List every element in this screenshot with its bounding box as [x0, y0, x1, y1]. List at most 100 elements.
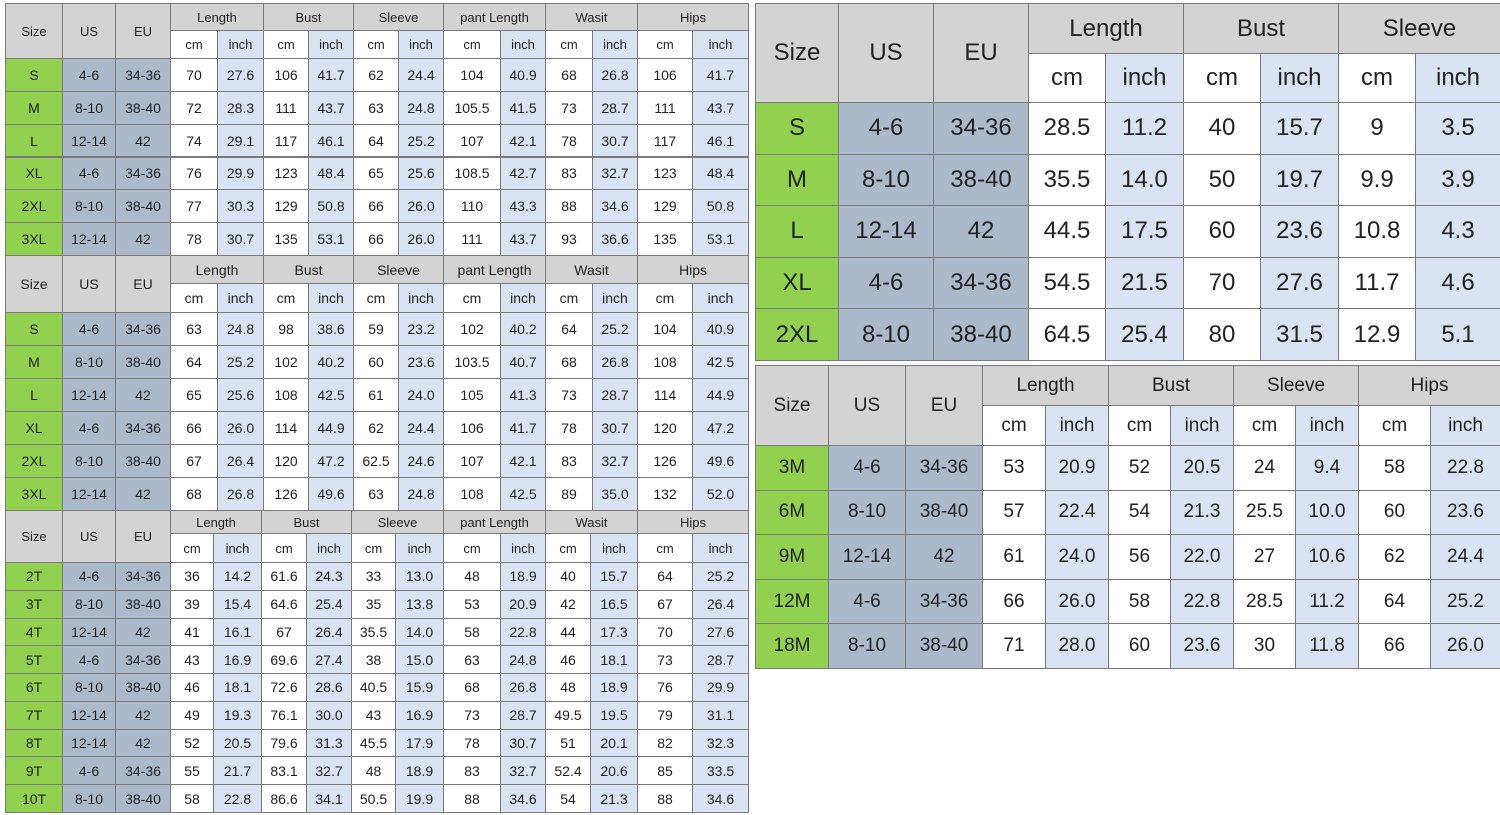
table-cell: 4.6	[1415, 256, 1500, 310]
table-cell: 34.6	[692, 784, 749, 813]
table-cell: 62	[1358, 534, 1431, 580]
table-cell: 63	[443, 645, 501, 675]
table-cell: 38.6	[308, 312, 354, 346]
unit-header: cm	[1108, 405, 1171, 446]
table-cell: 4-6	[838, 256, 934, 310]
table-cell: 59	[353, 312, 399, 346]
table-cell: 38-40	[115, 444, 171, 478]
table-cell: 25.2	[592, 312, 638, 346]
table-cell: 46.1	[308, 123, 354, 158]
table-cell: 9T	[5, 756, 63, 786]
unit-header: cm	[1358, 405, 1431, 446]
table-cell: 20.9	[500, 589, 546, 619]
table-cell: 3.5	[1415, 102, 1500, 155]
table-cell: 35	[351, 589, 396, 619]
table-cell: 10.8	[1338, 205, 1416, 258]
unit-header: cm	[637, 283, 693, 313]
table-cell: 14.2	[213, 562, 262, 591]
table-cell: 43.7	[308, 90, 354, 125]
table-cell: 83	[443, 756, 501, 786]
table-cell: 28.5	[1233, 578, 1296, 625]
table-cell: 38-40	[115, 189, 171, 224]
table-cell: 42	[115, 222, 171, 256]
table-cell: 20.9	[1045, 445, 1109, 491]
table-cell: 28.0	[1045, 623, 1109, 669]
unit-header: inch	[306, 533, 352, 563]
unit-header: cm	[351, 533, 396, 563]
table-cell: 31.3	[306, 728, 352, 758]
table-cell: 8-10	[62, 90, 116, 125]
table-cell: 98	[263, 312, 309, 346]
table-cell: 68	[545, 345, 593, 379]
table-cell: 40.5	[351, 673, 396, 702]
table-cell: 2T	[5, 562, 63, 591]
table-cell: 50.8	[308, 189, 354, 224]
table-cell: 33.5	[692, 756, 749, 786]
table-cell: 8-10	[62, 345, 116, 379]
table-cell: 12-14	[62, 728, 116, 758]
group-header: Sleeve	[353, 255, 444, 284]
table-cell: 120	[637, 411, 693, 445]
unit-header: cm	[443, 30, 501, 59]
table-cell: 64.5	[1028, 308, 1106, 361]
unit-header: inch	[1170, 405, 1234, 446]
table-cell: 27.6	[217, 58, 264, 92]
table-cell: 54	[1108, 489, 1171, 536]
unit-header: inch	[692, 283, 749, 313]
table-cell: 50.8	[692, 189, 749, 224]
table-cell: 17.9	[395, 728, 444, 758]
table-cell: 66	[982, 578, 1046, 625]
table-cell: 129	[263, 189, 309, 224]
table-cell: 79.6	[261, 728, 307, 758]
table-cell: 74	[170, 123, 218, 158]
table-cell: 21.3	[1170, 489, 1234, 536]
table-cell: 73	[545, 90, 593, 125]
group-header: Bust	[1183, 3, 1339, 54]
table-cell: 20.5	[213, 728, 262, 758]
table-cell: 22.8	[1430, 445, 1500, 491]
unit-header: inch	[500, 283, 546, 313]
unit-header: inch	[395, 533, 444, 563]
table-cell: 53.1	[692, 222, 749, 256]
table-cell: 123	[263, 156, 309, 191]
table-cell: 65	[353, 156, 399, 191]
table-cell: 40	[545, 562, 591, 591]
unit-header: inch	[1415, 53, 1500, 103]
table-cell: 8-10	[62, 589, 116, 619]
table-cell: 4-6	[828, 578, 906, 625]
unit-header: inch	[308, 30, 354, 59]
table-cell: 41.5	[500, 90, 546, 125]
table-cell: 42	[545, 589, 591, 619]
table-cell: 6T	[5, 673, 63, 702]
table-cell: 34-36	[115, 58, 171, 92]
table-cell: 77	[170, 189, 218, 224]
table-cell: 4-6	[62, 312, 116, 346]
table-cell: 22.8	[1170, 578, 1234, 625]
table-cell: 6M	[755, 489, 829, 536]
unit-header: cm	[170, 30, 218, 59]
table-cell: S	[5, 58, 63, 92]
table-cell: 54.5	[1028, 256, 1106, 310]
table-cell: 82	[637, 728, 693, 758]
table-cell: 71	[982, 623, 1046, 669]
table-cell: 8-10	[62, 784, 116, 813]
table-cell: 34-36	[933, 256, 1029, 310]
column-header: Size	[755, 365, 829, 446]
table-cell: 83	[545, 444, 593, 478]
table-cell: 22.8	[213, 784, 262, 813]
table-cell: 42.7	[500, 156, 546, 191]
table-cell: 64.6	[261, 589, 307, 619]
unit-header: cm	[353, 283, 399, 313]
table-cell: 8-10	[828, 623, 906, 669]
unit-header: cm	[545, 533, 591, 563]
table-cell: 26.0	[1430, 623, 1500, 669]
table-cell: 34.6	[592, 189, 638, 224]
table-cell: 26.8	[217, 477, 264, 511]
table-cell: 24.0	[1045, 534, 1109, 580]
unit-header: inch	[213, 533, 262, 563]
table-cell: 28.5	[1028, 102, 1106, 155]
table-cell: 42	[115, 477, 171, 511]
table-cell: 73	[443, 700, 501, 730]
table-cell: 63	[170, 312, 218, 346]
table-cell: 2XL	[5, 189, 63, 224]
